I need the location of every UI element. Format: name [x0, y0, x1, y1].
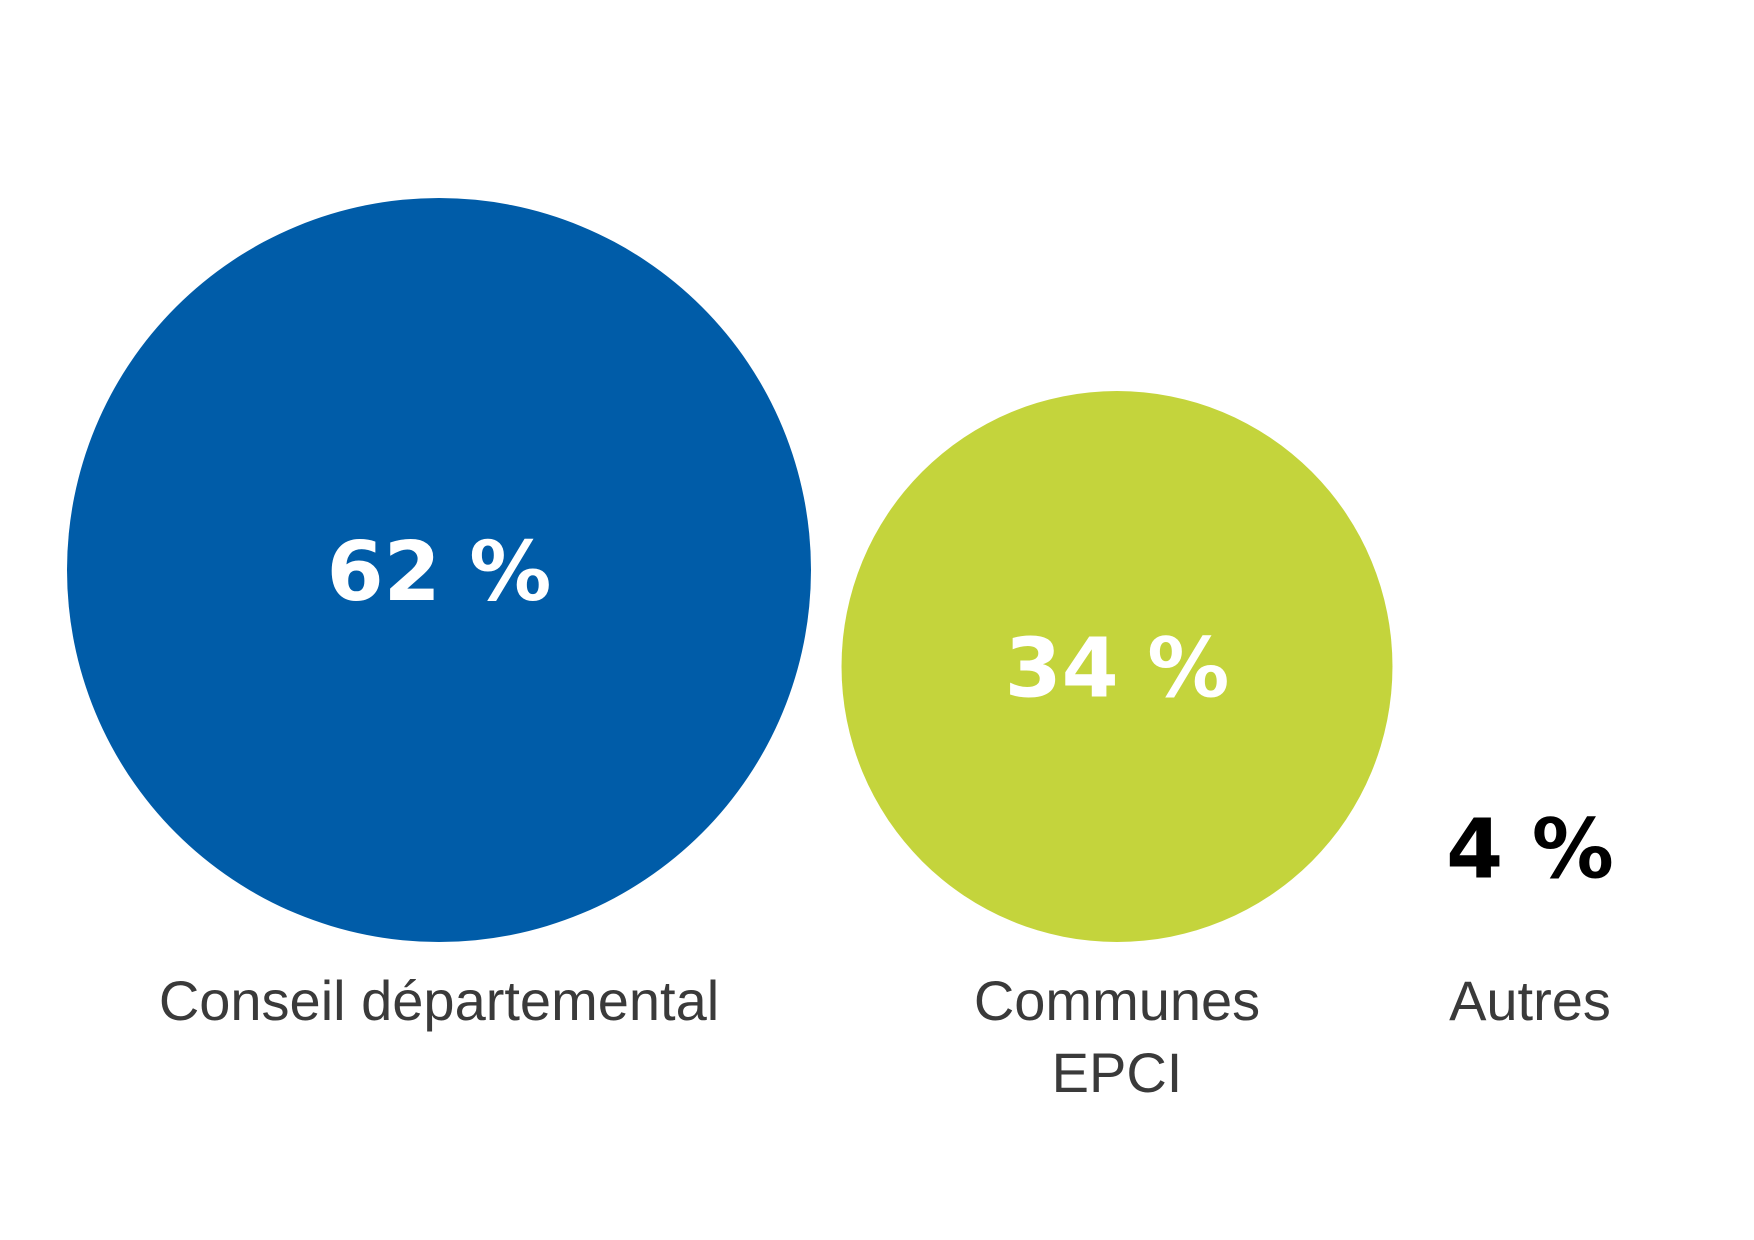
value-label-2: 4 % [1446, 803, 1614, 898]
category-label-1-0: Communes [974, 969, 1260, 1032]
value-label-1: 34 % [1005, 622, 1230, 717]
bubble-2 [1435, 753, 1625, 942]
category-label-2-0: Autres [1449, 969, 1611, 1032]
category-label-0-0: Conseil départemental [159, 969, 719, 1032]
value-label-0: 62 % [327, 525, 552, 620]
category-labels-group: Conseil départemental Communes EPCI Autres [159, 969, 1611, 1104]
value-labels-group: 62 % 34 % 4 % [327, 525, 1614, 898]
bubble-1 [841, 391, 1393, 943]
category-label-1-1: EPCI [1052, 1041, 1183, 1104]
bubbles-group [67, 198, 1625, 943]
bubble-0 [67, 198, 811, 942]
